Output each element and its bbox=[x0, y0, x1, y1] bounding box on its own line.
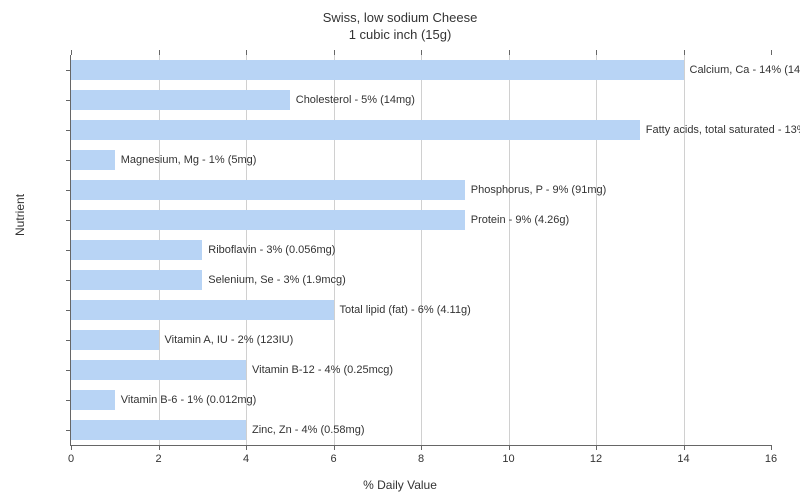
x-tick bbox=[71, 50, 72, 55]
x-tick bbox=[246, 445, 247, 450]
x-tick bbox=[596, 445, 597, 450]
nutrient-bar-label: Selenium, Se - 3% (1.9mcg) bbox=[208, 274, 346, 286]
nutrient-bar-label: Fatty acids, total saturated - 13% (2.66… bbox=[646, 124, 800, 136]
nutrient-bar-label: Vitamin B-12 - 4% (0.25mcg) bbox=[252, 364, 393, 376]
x-tick bbox=[684, 50, 685, 55]
chart-title: Swiss, low sodium Cheese 1 cubic inch (1… bbox=[0, 0, 800, 44]
x-axis-label: % Daily Value bbox=[363, 478, 437, 492]
chart-container: Swiss, low sodium Cheese 1 cubic inch (1… bbox=[0, 0, 800, 500]
plot-area: 0246810121416Calcium, Ca - 14% (144mg)Ch… bbox=[70, 55, 771, 446]
y-tick bbox=[66, 370, 71, 371]
gridline bbox=[421, 55, 422, 445]
y-axis-label: Nutrient bbox=[13, 194, 27, 236]
x-tick-label: 14 bbox=[677, 453, 689, 465]
nutrient-bar-label: Vitamin B-6 - 1% (0.012mg) bbox=[121, 394, 257, 406]
x-tick bbox=[596, 50, 597, 55]
title-line-2: 1 cubic inch (15g) bbox=[349, 27, 452, 42]
x-tick bbox=[246, 50, 247, 55]
y-tick bbox=[66, 130, 71, 131]
y-tick bbox=[66, 340, 71, 341]
nutrient-bar bbox=[71, 180, 465, 200]
x-tick bbox=[684, 445, 685, 450]
nutrient-bar-label: Magnesium, Mg - 1% (5mg) bbox=[121, 154, 257, 166]
x-tick-label: 6 bbox=[330, 453, 336, 465]
x-tick bbox=[159, 445, 160, 450]
x-tick-label: 8 bbox=[418, 453, 424, 465]
nutrient-bar-label: Protein - 9% (4.26g) bbox=[471, 214, 569, 226]
x-tick-label: 0 bbox=[68, 453, 74, 465]
nutrient-bar bbox=[71, 120, 640, 140]
y-tick bbox=[66, 220, 71, 221]
nutrient-bar-label: Cholesterol - 5% (14mg) bbox=[296, 94, 415, 106]
x-tick-label: 4 bbox=[243, 453, 249, 465]
nutrient-bar-label: Vitamin A, IU - 2% (123IU) bbox=[165, 334, 294, 346]
gridline bbox=[509, 55, 510, 445]
x-tick bbox=[771, 50, 772, 55]
nutrient-bar bbox=[71, 360, 246, 380]
y-tick bbox=[66, 310, 71, 311]
y-tick bbox=[66, 430, 71, 431]
x-tick bbox=[159, 50, 160, 55]
nutrient-bar bbox=[71, 150, 115, 170]
x-tick bbox=[421, 50, 422, 55]
nutrient-bar bbox=[71, 270, 202, 290]
nutrient-bar-label: Phosphorus, P - 9% (91mg) bbox=[471, 184, 607, 196]
x-tick-label: 10 bbox=[502, 453, 514, 465]
nutrient-bar bbox=[71, 240, 202, 260]
gridline bbox=[684, 55, 685, 445]
nutrient-bar-label: Riboflavin - 3% (0.056mg) bbox=[208, 244, 335, 256]
y-tick bbox=[66, 100, 71, 101]
nutrient-bar bbox=[71, 210, 465, 230]
nutrient-bar bbox=[71, 60, 684, 80]
x-tick bbox=[334, 445, 335, 450]
y-tick bbox=[66, 400, 71, 401]
x-tick bbox=[771, 445, 772, 450]
title-line-1: Swiss, low sodium Cheese bbox=[323, 10, 478, 25]
nutrient-bar-label: Zinc, Zn - 4% (0.58mg) bbox=[252, 424, 364, 436]
nutrient-bar bbox=[71, 300, 334, 320]
x-tick bbox=[421, 445, 422, 450]
y-tick bbox=[66, 280, 71, 281]
x-tick bbox=[71, 445, 72, 450]
x-tick-label: 12 bbox=[590, 453, 602, 465]
x-tick bbox=[334, 50, 335, 55]
nutrient-bar bbox=[71, 90, 290, 110]
x-tick-label: 16 bbox=[765, 453, 777, 465]
gridline bbox=[596, 55, 597, 445]
nutrient-bar bbox=[71, 420, 246, 440]
nutrient-bar-label: Calcium, Ca - 14% (144mg) bbox=[690, 64, 800, 76]
y-tick bbox=[66, 190, 71, 191]
nutrient-bar bbox=[71, 330, 159, 350]
x-tick bbox=[509, 445, 510, 450]
nutrient-bar-label: Total lipid (fat) - 6% (4.11g) bbox=[340, 304, 471, 316]
y-tick bbox=[66, 160, 71, 161]
nutrient-bar bbox=[71, 390, 115, 410]
y-tick bbox=[66, 70, 71, 71]
y-tick bbox=[66, 250, 71, 251]
x-tick bbox=[509, 50, 510, 55]
x-tick-label: 2 bbox=[155, 453, 161, 465]
